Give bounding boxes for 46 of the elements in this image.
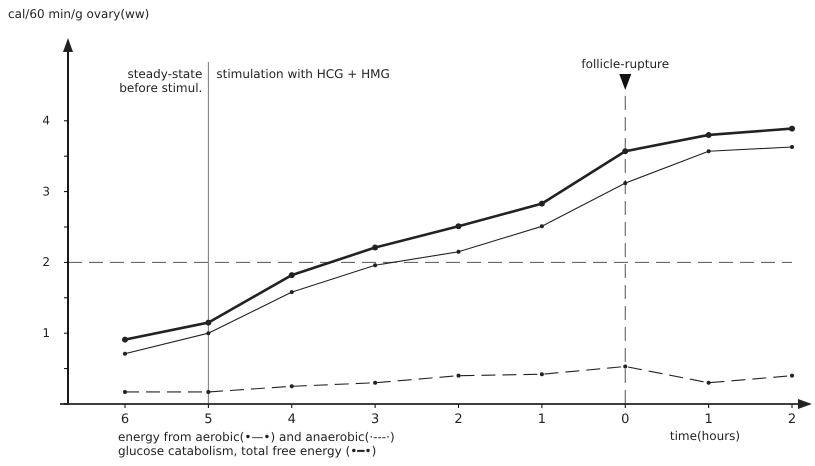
text: energy from aerobic(•—•) and anaerobic(·---·) glucose catabolism, total free energy (•━•)	[118, 430, 395, 458]
point	[540, 224, 544, 228]
x-tick-label: 6	[120, 412, 130, 428]
annotation: stimulation with HCG + HMG	[216, 67, 390, 81]
point	[623, 364, 628, 368]
point	[288, 272, 295, 278]
point	[456, 250, 460, 254]
point	[206, 331, 210, 336]
y-tick-label: 1	[42, 326, 50, 340]
point	[789, 126, 795, 132]
x-tick-label: 2	[788, 412, 796, 428]
y-axis-title: cal/60 min/g ovary(ww)	[8, 7, 150, 21]
y-tick-label: 2	[42, 255, 50, 270]
point	[290, 384, 294, 388]
point	[623, 181, 628, 186]
x-tick-label: 2	[454, 412, 463, 428]
x-tick-label: 1	[704, 412, 713, 428]
point	[123, 390, 127, 394]
point	[790, 144, 794, 149]
x-tick-label: 1	[538, 412, 546, 428]
x-tick-label: 3	[370, 412, 380, 428]
point	[706, 132, 712, 138]
x-tick-label: 4	[288, 412, 296, 428]
point	[372, 244, 378, 251]
annotation: steady-state before stimul.	[119, 67, 202, 95]
point	[706, 149, 711, 154]
point	[540, 372, 544, 376]
point	[456, 374, 460, 378]
point	[122, 336, 128, 343]
point	[123, 352, 127, 356]
point	[205, 320, 212, 326]
x-tick-label: 0	[621, 412, 630, 428]
ref-line-label: follicle-rupture	[581, 57, 670, 71]
point	[373, 380, 378, 385]
x-axis-title: time(hours)	[670, 429, 740, 443]
point	[622, 148, 628, 154]
point	[290, 290, 294, 294]
point	[373, 263, 378, 268]
point	[538, 200, 545, 207]
x-tick-label: 5	[204, 412, 213, 428]
point	[206, 390, 210, 394]
point	[706, 380, 711, 385]
y-tick-label: 3	[42, 184, 50, 198]
y-tick-label: 4	[42, 114, 50, 128]
point	[790, 374, 794, 378]
point	[456, 223, 462, 230]
